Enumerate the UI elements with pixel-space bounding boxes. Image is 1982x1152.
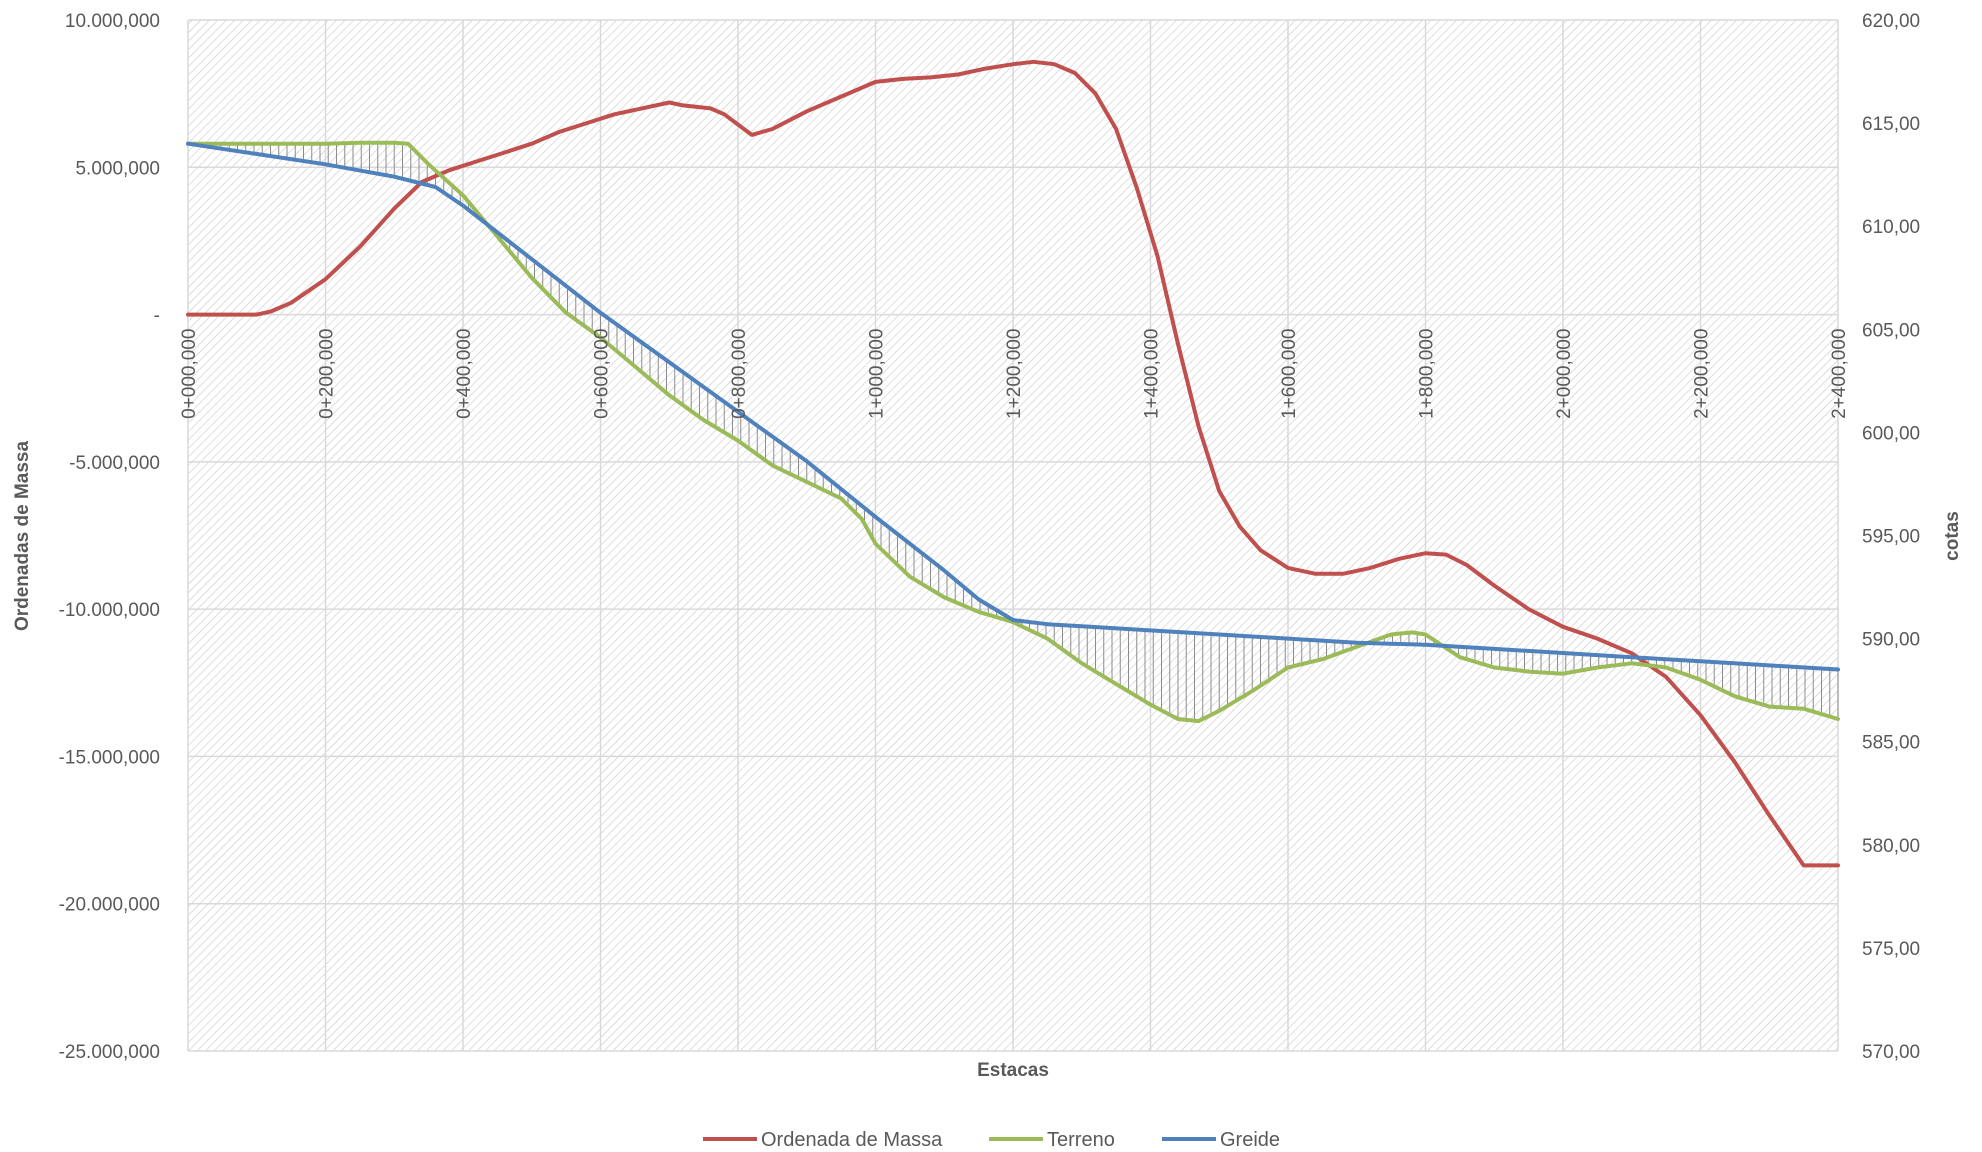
right-tick-label: 620,00 [1862, 11, 1920, 32]
left-tick-label: -5.000,000 [69, 453, 160, 474]
legend-item-terreno: Terreno [989, 1129, 1115, 1151]
series-line-greide [186, 141, 1840, 672]
x-tick-label: 1+000,000 [867, 329, 888, 419]
right-tick-label: 590,00 [1862, 630, 1920, 651]
series-line-ordenada-de-massa [186, 59, 1840, 868]
right-tick-label: 570,00 [1862, 1042, 1920, 1063]
left-tick-label: -25.000,000 [59, 1042, 160, 1063]
x-tick-label: 2+200,000 [1692, 329, 1713, 419]
gridlines [187, 19, 1839, 1052]
legend-item-greide: Greide [1162, 1129, 1280, 1151]
x-tick-label: 2+000,000 [1554, 329, 1575, 419]
left-tick-label: 10.000,000 [65, 11, 160, 32]
cut-fill-hatching [212, 142, 1839, 721]
x-tick-label: 0+400,000 [454, 329, 475, 419]
right-tick-label: 575,00 [1862, 939, 1920, 960]
x-tick-label: 0+600,000 [592, 329, 613, 419]
legend: Ordenada de Massa Terreno Greide [703, 1129, 1280, 1151]
x-tick-label: 0+000,000 [179, 329, 200, 419]
right-tick-label: 580,00 [1862, 836, 1920, 857]
x-tick-label: 1+400,000 [1142, 329, 1163, 419]
left-tick-label: - [154, 306, 160, 327]
legend-label-greide: Greide [1220, 1129, 1280, 1151]
x-tick-label: 0+800,000 [729, 329, 750, 419]
x-axis-title: Estacas [977, 1060, 1049, 1081]
x-tick-label: 0+200,000 [317, 329, 338, 419]
legend-label-ordenada: Ordenada de Massa [761, 1129, 943, 1151]
right-axis-title: cotas [1942, 511, 1963, 561]
left-tick-label: -15.000,000 [59, 747, 160, 768]
x-tick-label: 1+800,000 [1417, 329, 1438, 419]
right-tick-label: 610,00 [1862, 217, 1920, 238]
left-tick-label: -20.000,000 [59, 895, 160, 916]
x-tick-label: 1+200,000 [1004, 329, 1025, 419]
x-axis-tick-labels: 0+000,000 0+200,000 0+400,000 0+600,000 0+80… [179, 329, 1850, 419]
right-axis-tick-labels: 620,00 615,00 610,00 605,00 600,00 595,00 590,… [1862, 11, 1920, 1063]
legend-label-terreno: Terreno [1047, 1129, 1115, 1151]
x-tick-label: 1+600,000 [1279, 329, 1300, 419]
left-tick-label: -10.000,000 [59, 600, 160, 621]
right-tick-label: 600,00 [1862, 423, 1920, 444]
left-axis-title: Ordenadas de Massa [12, 441, 33, 632]
left-tick-label: 5.000,000 [75, 158, 160, 179]
left-axis-tick-labels: 10.000,000 5.000,000 - -5.000,000 -10.000,00… [59, 11, 160, 1063]
legend-item-ordenada: Ordenada de Massa [703, 1129, 943, 1151]
right-tick-label: 605,00 [1862, 320, 1920, 341]
right-tick-label: 615,00 [1862, 114, 1920, 135]
right-tick-label: 585,00 [1862, 733, 1920, 754]
x-tick-label: 2+400,000 [1829, 329, 1850, 419]
series-lines [186, 59, 1840, 868]
series-line-terreno [186, 140, 1840, 724]
right-tick-label: 595,00 [1862, 527, 1920, 548]
